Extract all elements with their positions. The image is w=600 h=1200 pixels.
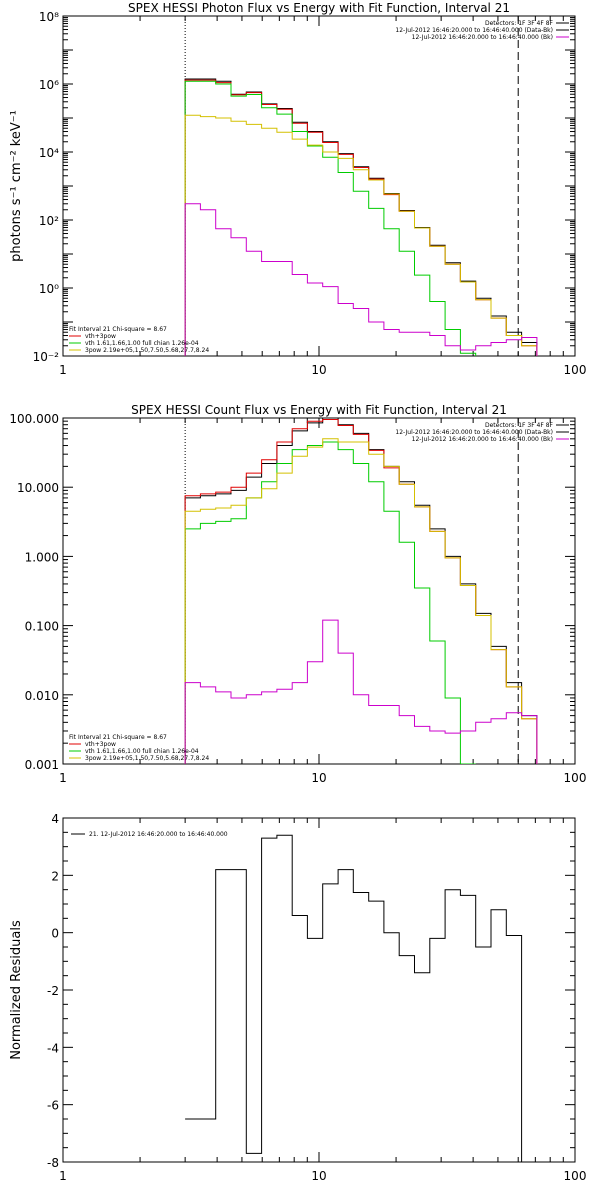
y-tick-label: 10.000 xyxy=(17,481,59,495)
y-tick-label: 0 xyxy=(51,927,59,941)
detector-annotation: 12-Jul-2012 16:46:20.000 to 16:46:40.000… xyxy=(412,34,553,41)
legend-entry: 21. 12-Jul-2012 16:46:20.000 to 16:46:40… xyxy=(89,831,228,838)
x-tick-label: 100 xyxy=(564,771,587,785)
series-vth-line xyxy=(184,80,477,356)
y-axis-label: photons s⁻¹ cm⁻² keV⁻¹ xyxy=(9,110,24,262)
plot-frame xyxy=(62,417,576,765)
y-tick-label: 100.000 xyxy=(9,412,59,426)
x-tick-label: 10 xyxy=(311,363,326,377)
x-tick-label: 1 xyxy=(59,771,67,785)
series-bk-line xyxy=(184,619,538,764)
chart-2: 1 10 100 0.001 0.010 0.100 1.000 10.000 100.000 S… xyxy=(9,403,586,785)
y-axis-label: Normalized Residuals xyxy=(9,920,24,1060)
x-tick-label: 1 xyxy=(59,1169,67,1183)
y-tick-label: -6 xyxy=(47,1099,59,1113)
legend-entry: vth 1.61,1.66,1.00 full chian 1.26e-04 xyxy=(85,340,199,347)
y-tick-label: 10⁰ xyxy=(39,282,59,296)
chart-3: 1 10 100 -8 -6 -4 -2 0 2 4 Normalized Residuals 21.… xyxy=(9,812,586,1183)
series-data-line xyxy=(185,834,523,1162)
x-tick-label: 10 xyxy=(311,771,326,785)
x-tick-label: 100 xyxy=(564,363,587,377)
y-tick-label: -2 xyxy=(47,984,59,998)
detector-annotation: Detectors: 1F 3F 4F 8F xyxy=(485,20,554,27)
chart-title: SPEX HESSI Photon Flux vs Energy with Fi… xyxy=(128,1,510,15)
y-tick-label: 2 xyxy=(51,869,59,883)
y-tick-label: 10⁶ xyxy=(39,78,59,92)
legend-header: Fit Interval 21 Chi-square = 8.67 xyxy=(69,326,167,333)
y-tick-label: 1.000 xyxy=(25,550,59,564)
legend-entry: vth+3pow xyxy=(85,333,116,340)
x-tick-label: 100 xyxy=(564,1169,587,1183)
y-tick-label: -8 xyxy=(47,1156,59,1170)
y-tick-label: 0.010 xyxy=(25,689,59,703)
legend-entry: 3pow 2.19e+05,1.50,7.50,5.68,27.7,8.24 xyxy=(85,347,209,354)
legend-header: Fit Interval 21 Chi-square = 8.67 xyxy=(69,734,167,741)
plot-frame xyxy=(62,817,576,1163)
detector-annotation: Detectors: 1F 3F 4F 8F xyxy=(485,422,554,429)
detector-annotation: 12-Jul-2012 16:46:20.000 to 16:46:40.000… xyxy=(395,27,553,34)
legend-entry: vth+3pow xyxy=(85,741,116,748)
y-tick-label: 0.100 xyxy=(25,620,59,634)
chart-1: 1 10 100 10⁻² 10⁰ 10² 10⁴ 10⁶ 10⁸ SPEX HESSI Phot… xyxy=(9,1,586,377)
plot-frame xyxy=(62,15,576,357)
series-3pow-line xyxy=(184,438,538,764)
y-tick-label: 10⁻² xyxy=(33,350,60,364)
y-tick-label: 0.001 xyxy=(25,758,59,772)
legend-entry: vth 1.61,1.66,1.00 full chian 1.26e-04 xyxy=(85,748,199,755)
series-3pow-line xyxy=(184,114,538,356)
series-data-line xyxy=(184,418,538,764)
legend-entry: 3pow 2.19e+05,1.50,7.50,5.68,27.7,8.24 xyxy=(85,755,209,762)
series-vth-3pow-line xyxy=(184,419,538,764)
x-tick-label: 1 xyxy=(59,363,67,377)
y-tick-label: 10⁴ xyxy=(39,146,59,160)
y-tick-label: 10² xyxy=(39,214,59,228)
detector-annotation: 12-Jul-2012 16:46:20.000 to 16:46:40.000… xyxy=(395,429,553,436)
y-tick-label: -4 xyxy=(47,1041,59,1055)
chart-title: SPEX HESSI Count Flux vs Energy with Fit… xyxy=(131,403,507,417)
detector-annotation: 12-Jul-2012 16:46:20.000 to 16:46:40.000… xyxy=(412,436,553,443)
series-vth-line xyxy=(184,441,476,764)
series-data-line xyxy=(184,78,538,356)
x-tick-label: 10 xyxy=(311,1169,326,1183)
y-tick-label: 4 xyxy=(51,812,59,826)
y-tick-label: 10⁸ xyxy=(39,10,59,24)
series-bk-line xyxy=(184,203,538,356)
